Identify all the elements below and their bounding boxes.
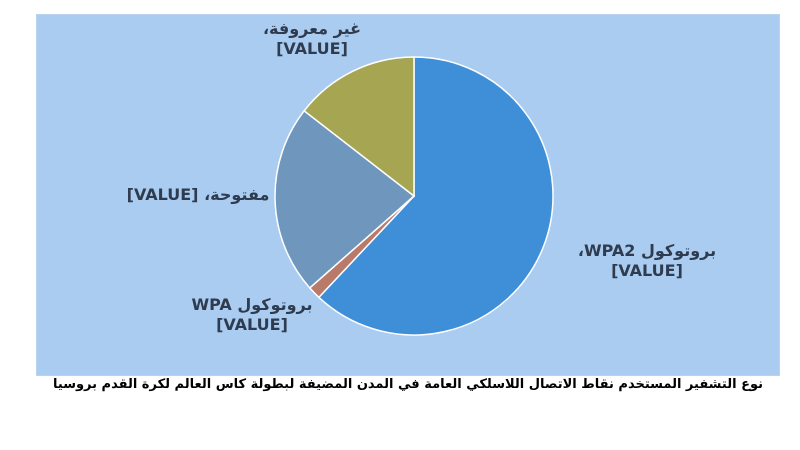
label-open-name: مفتوحة،: [204, 185, 270, 204]
label-unknown-value: [VALUE]: [276, 39, 348, 58]
label-wpa: بروتوكول WPA [VALUE]: [177, 295, 327, 335]
label-wpa2: بروتوكول WPA2، [VALUE]: [557, 241, 737, 281]
slice-wpa2: [317, 56, 554, 336]
label-open-value: [VALUE]: [126, 185, 199, 204]
label-wpa-name: بروتوكول WPA: [191, 295, 313, 314]
label-unknown-name: غير معروفة،: [262, 19, 362, 38]
chart-area: بروتوكول WPA2، [VALUE] بروتوكول WPA [VAL…: [36, 14, 780, 376]
label-unknown: غير معروفة، [VALUE]: [237, 19, 387, 59]
chart-title: نوع التشفير المستخدم نقاط الاتصال اللاسل…: [53, 377, 763, 392]
pie-chart: [274, 56, 554, 336]
label-wpa-value: [VALUE]: [216, 315, 288, 334]
label-wpa2-value: [VALUE]: [611, 261, 683, 280]
label-open-text: مفتوحة، [VALUE]: [103, 185, 293, 205]
slice-open: [274, 109, 416, 289]
label-wpa2-name: بروتوكول WPA2،: [577, 241, 717, 260]
label-open: مفتوحة، [VALUE]: [103, 185, 293, 205]
slice-unknown: [303, 56, 415, 198]
